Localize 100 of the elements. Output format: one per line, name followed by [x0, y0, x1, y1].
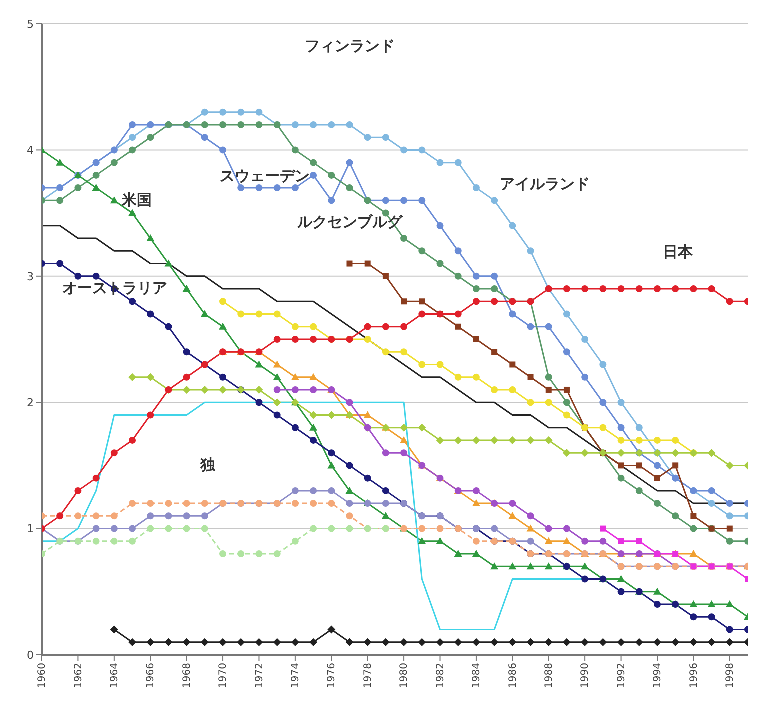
point [310, 172, 318, 179]
y-tick-label: 4 [27, 144, 34, 158]
point [527, 512, 534, 520]
point [74, 487, 82, 494]
point [400, 348, 408, 356]
point [128, 638, 137, 646]
point [636, 286, 643, 293]
point [382, 500, 390, 508]
point [617, 575, 626, 582]
x-tick-label: 1972 [254, 663, 266, 688]
point [454, 272, 462, 280]
point [454, 374, 462, 381]
point [654, 500, 661, 508]
point [310, 638, 318, 646]
x-tick-label: 1992 [616, 663, 628, 688]
point [310, 500, 318, 508]
point [382, 273, 389, 280]
point [582, 538, 589, 545]
point [128, 373, 137, 382]
point [544, 562, 553, 570]
point [726, 638, 734, 646]
point [617, 449, 626, 458]
point [147, 512, 154, 520]
point [436, 638, 444, 646]
point [527, 323, 534, 330]
point [146, 638, 155, 646]
point [472, 374, 480, 381]
point [382, 197, 390, 204]
x-tick-label: 1974 [290, 663, 302, 688]
point [220, 108, 227, 116]
point [472, 184, 480, 192]
point [563, 348, 570, 356]
point [328, 462, 336, 469]
point [238, 121, 245, 128]
point [382, 348, 390, 356]
point [564, 386, 570, 393]
point [346, 525, 354, 532]
point [201, 108, 208, 116]
point [182, 638, 191, 646]
point [110, 196, 118, 204]
point [418, 638, 426, 646]
point [183, 512, 190, 520]
point [418, 424, 426, 432]
point [562, 638, 571, 646]
point [544, 638, 553, 646]
point [672, 286, 680, 293]
point [346, 512, 354, 520]
point [690, 614, 698, 621]
point [600, 286, 607, 293]
point [292, 538, 299, 545]
point [436, 525, 444, 532]
point [544, 537, 553, 544]
point [346, 121, 354, 128]
point [256, 108, 263, 116]
point [491, 525, 498, 532]
annotation: フィンランド [304, 37, 396, 55]
point [526, 436, 535, 444]
point [708, 449, 716, 458]
point [708, 500, 716, 508]
point [618, 538, 624, 544]
point [617, 638, 626, 646]
point [618, 424, 625, 432]
point [509, 500, 516, 508]
point [292, 121, 299, 128]
point [382, 512, 390, 520]
point [110, 450, 118, 457]
point [527, 399, 534, 406]
point [545, 525, 552, 532]
point [292, 184, 299, 192]
point [418, 537, 426, 544]
point [508, 436, 517, 444]
point [291, 638, 300, 646]
point [128, 209, 137, 216]
point [182, 386, 191, 394]
point [146, 234, 155, 242]
point [310, 436, 318, 444]
point [256, 399, 263, 406]
point [491, 386, 498, 394]
x-tick-label: 1988 [544, 663, 555, 688]
point [310, 411, 318, 420]
point [237, 638, 246, 646]
point [110, 512, 118, 520]
point [508, 512, 517, 520]
point [418, 310, 426, 318]
point [672, 638, 680, 646]
point [201, 134, 208, 142]
point [238, 310, 245, 318]
point [618, 588, 625, 596]
point [255, 360, 264, 368]
point [274, 310, 281, 318]
point [726, 626, 734, 634]
point [364, 474, 372, 482]
point [274, 386, 281, 394]
point [472, 538, 480, 545]
point [292, 424, 299, 432]
point [726, 500, 734, 508]
point [92, 474, 100, 482]
point [563, 286, 570, 293]
point [56, 158, 64, 166]
point [220, 121, 227, 128]
